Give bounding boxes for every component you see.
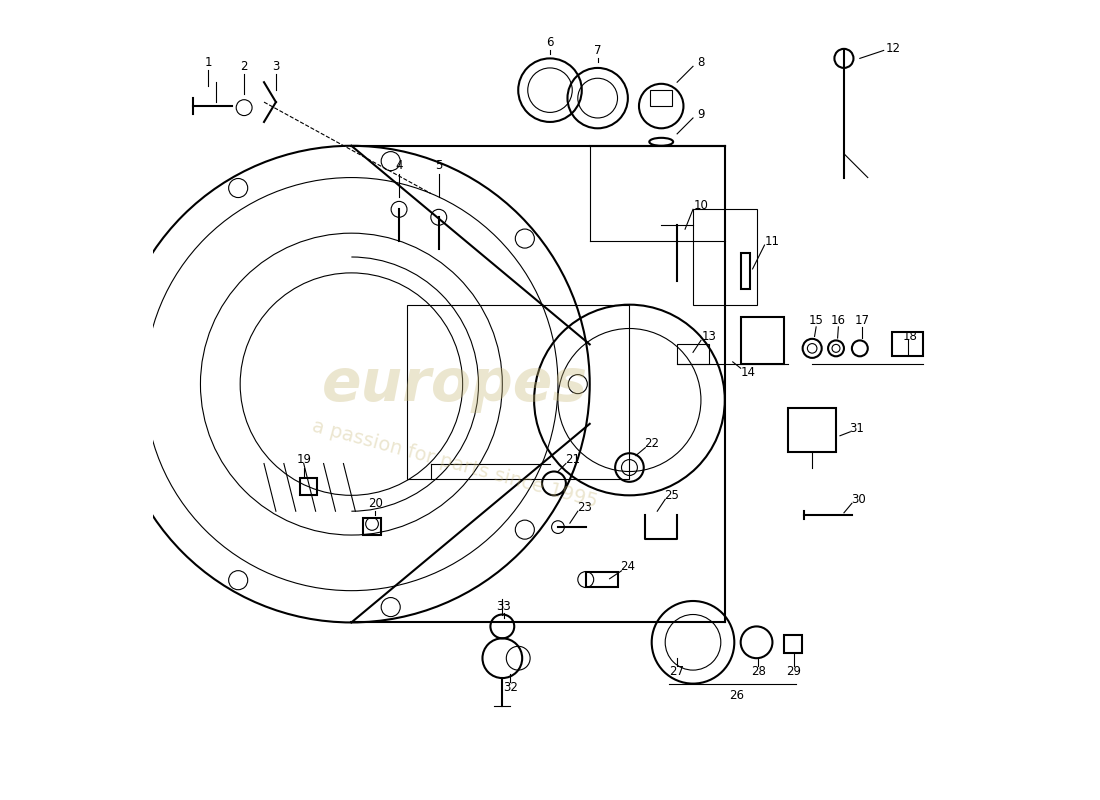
Text: 2: 2 (241, 60, 248, 73)
Text: 11: 11 (764, 234, 780, 248)
Text: 5: 5 (436, 159, 442, 172)
Text: 9: 9 (697, 107, 705, 121)
Bar (586, 572, 617, 586)
Text: 32: 32 (503, 681, 518, 694)
Text: 27: 27 (670, 666, 684, 678)
Bar (650, 90, 672, 106)
Text: 1: 1 (205, 56, 212, 69)
Text: a passion for parts since 1995: a passion for parts since 1995 (310, 416, 600, 511)
Text: 19: 19 (296, 453, 311, 466)
Bar (784, 635, 802, 653)
Text: 33: 33 (496, 600, 512, 613)
Text: 16: 16 (830, 314, 846, 327)
Text: 24: 24 (620, 560, 636, 574)
Text: 13: 13 (702, 330, 716, 343)
Bar (740, 317, 784, 364)
Text: 23: 23 (576, 501, 592, 514)
Text: 14: 14 (741, 366, 756, 378)
Text: 30: 30 (851, 493, 866, 506)
Text: 12: 12 (886, 42, 901, 55)
Bar (740, 253, 750, 289)
Text: 8: 8 (697, 56, 705, 69)
Bar (678, 344, 708, 364)
Text: 10: 10 (693, 199, 708, 212)
Bar (363, 518, 381, 535)
Text: 20: 20 (367, 497, 383, 510)
Text: 18: 18 (902, 330, 917, 343)
Text: 6: 6 (547, 36, 553, 49)
Bar (300, 478, 317, 495)
Text: 15: 15 (808, 314, 824, 327)
Bar (892, 333, 923, 356)
Text: europes: europes (321, 356, 587, 413)
Text: 28: 28 (750, 666, 766, 678)
Text: 25: 25 (664, 489, 679, 502)
Text: 21: 21 (564, 453, 580, 466)
Text: 22: 22 (645, 437, 659, 450)
Text: 29: 29 (786, 666, 802, 678)
Text: 26: 26 (729, 689, 745, 702)
Text: 17: 17 (855, 314, 870, 327)
Text: 31: 31 (849, 422, 865, 435)
Bar (789, 408, 836, 452)
Bar (407, 305, 629, 479)
Text: 3: 3 (272, 60, 279, 73)
Text: 4: 4 (395, 159, 403, 172)
Bar (693, 210, 757, 305)
Text: 7: 7 (594, 44, 602, 57)
